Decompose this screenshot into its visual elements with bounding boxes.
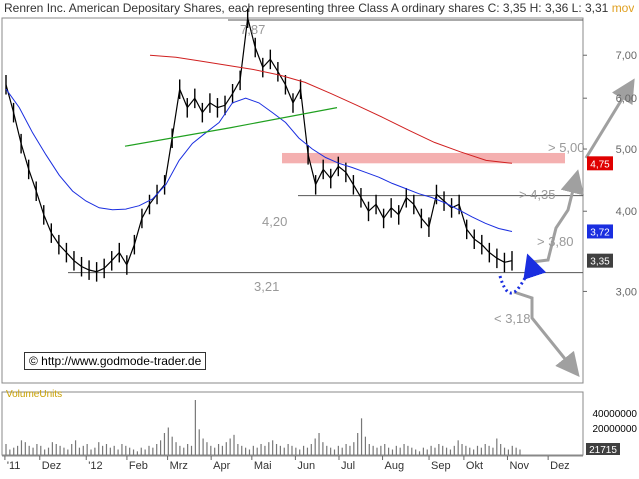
x-tick-label: Dez bbox=[42, 460, 62, 472]
x-tick-label: '11 bbox=[7, 460, 21, 472]
y-tick-label: 7,00 bbox=[616, 50, 637, 62]
x-tick-label: '12 bbox=[88, 460, 102, 472]
price-line bbox=[5, 17, 513, 273]
price-badge bbox=[587, 224, 613, 239]
ohlc-readout: C: 3,35 H: 3,36 L: 3,31 bbox=[487, 1, 609, 15]
price-badge-label: 3,72 bbox=[590, 227, 610, 238]
y-tick-label: 4,00 bbox=[616, 206, 637, 218]
x-tick-label: Mrz bbox=[170, 460, 188, 472]
trendline-green bbox=[124, 107, 338, 147]
x-tick-label: Aug bbox=[385, 460, 405, 472]
moving-average-red bbox=[149, 54, 513, 164]
up-forecast-arrow-extended bbox=[584, 78, 635, 159]
x-tick-label: Sep bbox=[431, 460, 451, 472]
price-badge bbox=[587, 253, 613, 268]
x-tick-label: Okt bbox=[466, 460, 483, 472]
level-label: 4,20 bbox=[262, 214, 287, 229]
x-tick-label: Mai bbox=[254, 460, 272, 472]
volume-tick-label: 20000000 bbox=[593, 424, 638, 435]
volume-tick-label: 40000000 bbox=[593, 409, 638, 420]
x-tick-label: Jun bbox=[297, 460, 315, 472]
y-tick-label: 6,00 bbox=[616, 93, 637, 105]
x-tick-label: Jul bbox=[341, 460, 355, 472]
x-tick-label: Nov bbox=[509, 460, 529, 472]
volume-badge bbox=[586, 443, 620, 455]
price-badge-label: 4,75 bbox=[590, 159, 610, 170]
target-label: > 3,80 bbox=[537, 234, 574, 249]
target-label: > 5,00 bbox=[548, 140, 585, 155]
y-tick-label: 5,00 bbox=[616, 144, 637, 156]
price-badge bbox=[587, 156, 613, 171]
title-text: Renren Inc. American Depositary Shares, … bbox=[4, 1, 485, 15]
volume-panel-label: VolumeUnits bbox=[6, 389, 63, 400]
down-forecast-arrow bbox=[513, 290, 580, 378]
level-label: 3,21 bbox=[254, 279, 279, 294]
volume-badge-label: 21715 bbox=[589, 445, 617, 456]
price-badge-label: 3,35 bbox=[590, 257, 610, 268]
volume-panel-frame bbox=[1, 391, 584, 456]
x-tick-label: Dez bbox=[550, 460, 570, 472]
x-tick-label: Apr bbox=[213, 460, 230, 472]
moving-average-blue bbox=[5, 88, 513, 232]
copyright-notice: © http://www.godmode-trader.de bbox=[24, 352, 207, 370]
resistance-zone bbox=[282, 152, 565, 164]
chart-title: Renren Inc. American Depositary Shares, … bbox=[4, 1, 634, 16]
price-panel-frame bbox=[1, 17, 584, 384]
move-link[interactable]: move move bbox=[611, 1, 634, 15]
target-label: < 3,18 bbox=[494, 311, 531, 326]
level-label: 7,87 bbox=[240, 22, 265, 37]
target-label: > 4,35 bbox=[519, 187, 556, 202]
y-tick-label: 3,00 bbox=[616, 286, 637, 298]
x-tick-label: Feb bbox=[129, 460, 148, 472]
